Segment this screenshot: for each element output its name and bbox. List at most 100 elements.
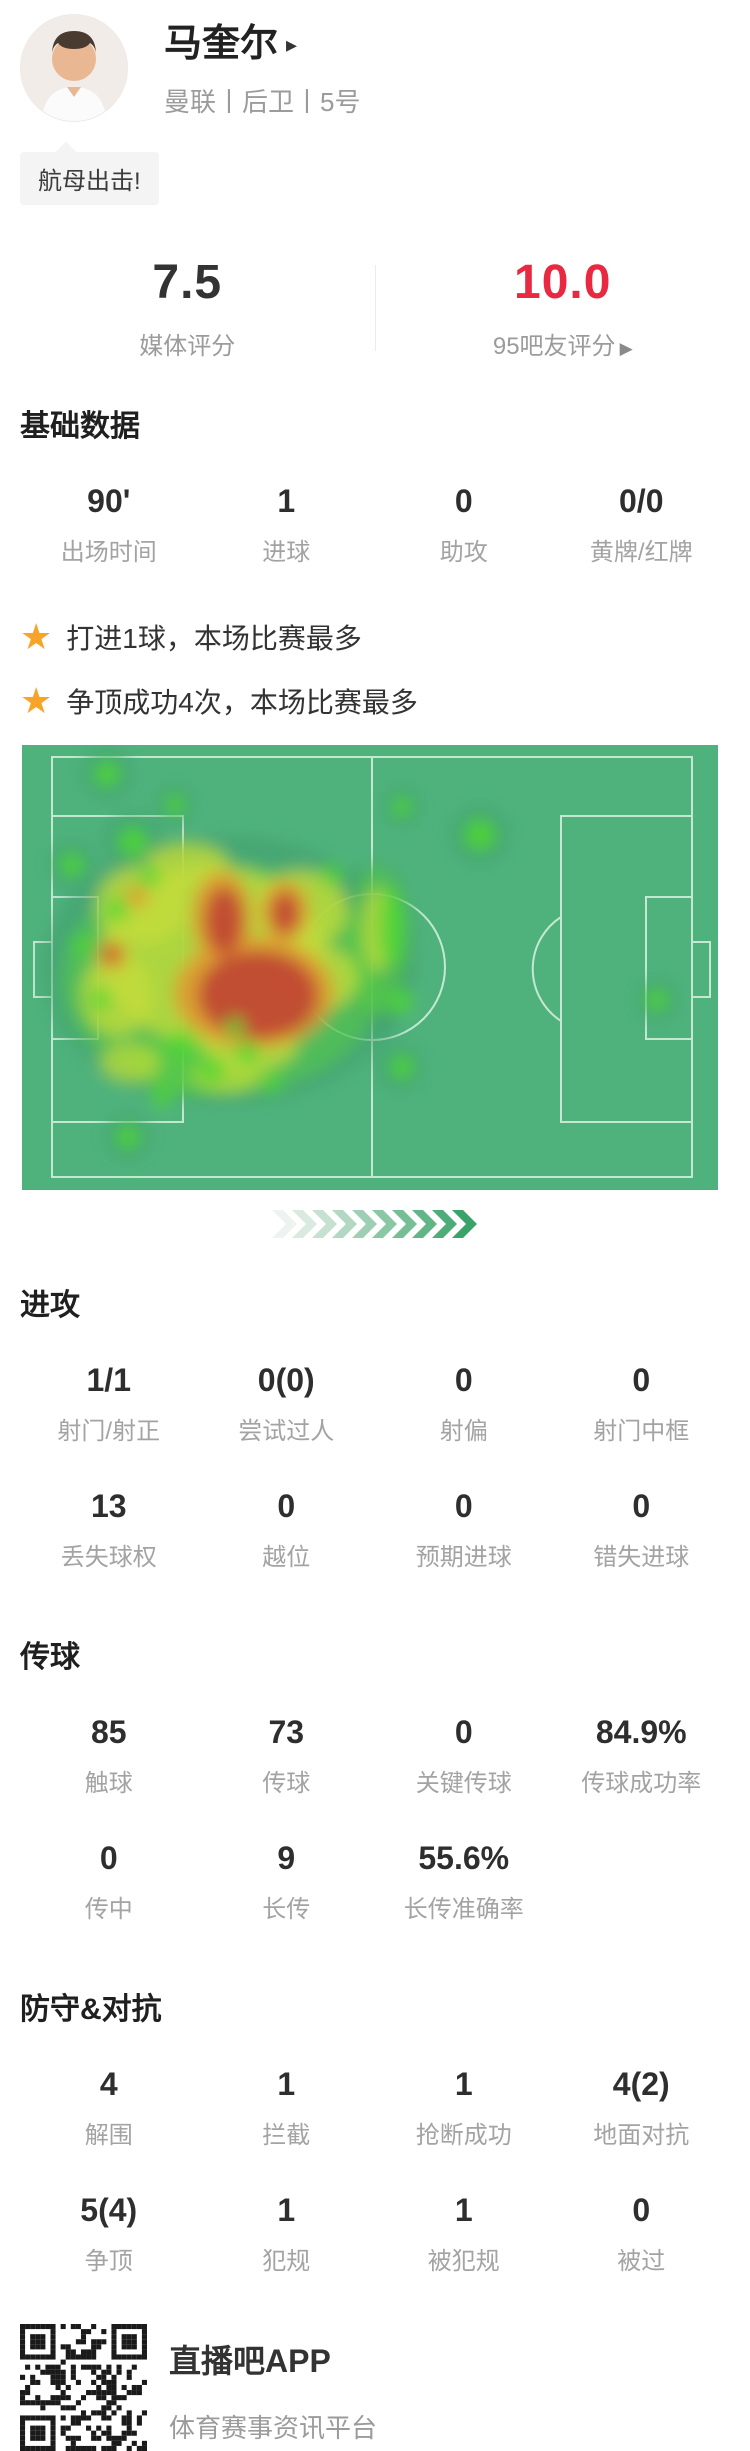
player-name: 马奎尔: [164, 24, 278, 66]
stat-value: 0: [198, 1488, 376, 1525]
stat-shots: 1/1 射门/射正: [20, 1362, 198, 1446]
media-rating: 7.5 媒体评分: [0, 255, 375, 361]
stat-value: 73: [198, 1714, 376, 1751]
stat-label: 长传: [198, 1889, 376, 1924]
stat-minutes: 90' 出场时间: [20, 483, 198, 567]
stat-label: 射门中框: [553, 1411, 731, 1446]
stat-label: 出场时间: [20, 532, 198, 567]
player-avatar: [20, 14, 128, 122]
highlight-text: 争顶成功4次，本场比赛最多: [66, 681, 418, 721]
stat-value: 1: [198, 483, 376, 520]
pitch-svg: [22, 745, 718, 1190]
stat-label: 预期进球: [375, 1537, 553, 1572]
fans-rating-label-text: 95吧友评分: [493, 333, 616, 360]
stat-long-ball-accuracy: 55.6% 长传准确率: [375, 1840, 553, 1924]
stat-value: 4: [20, 2066, 198, 2103]
app-name: 直播吧APP: [169, 2336, 377, 2382]
stat-label: 犯规: [198, 2241, 376, 2276]
star-icon: ★: [20, 619, 52, 655]
stat-value: 1: [375, 2192, 553, 2229]
stat-label: 拦截: [198, 2115, 376, 2150]
stat-value: 55.6%: [375, 1840, 553, 1877]
stat-goals: 1 进球: [198, 483, 376, 567]
stat-value: 0: [553, 1488, 731, 1525]
stat-possession-lost: 13 丢失球权: [20, 1488, 198, 1572]
stat-clearances: 4 解围: [20, 2066, 198, 2150]
player-team-position: 曼联丨后卫丨5号: [164, 82, 360, 119]
stat-xg: 0 预期进球: [375, 1488, 553, 1572]
stat-value: 0: [375, 1714, 553, 1751]
stat-value: 13: [20, 1488, 198, 1525]
stat-label: 争顶: [20, 2241, 198, 2276]
fans-rating-value: 10.0: [376, 255, 750, 310]
stat-label: 被过: [553, 2241, 731, 2276]
stat-label: 丢失球权: [20, 1537, 198, 1572]
stat-value: 0: [20, 1840, 198, 1877]
stat-value: 1/1: [20, 1362, 198, 1399]
stat-shots-off: 0 射偏: [375, 1362, 553, 1446]
stat-value: 1: [198, 2066, 376, 2103]
stat-label: 进球: [198, 532, 376, 567]
stat-aerial-duels: 5(4) 争顶: [20, 2192, 198, 2276]
stat-woodwork: 0 射门中框: [553, 1362, 731, 1446]
stat-interceptions: 1 拦截: [198, 2066, 376, 2150]
stat-value: 1: [198, 2192, 376, 2229]
stat-long-balls: 9 长传: [198, 1840, 376, 1924]
stat-label: 传中: [20, 1889, 198, 1924]
name-arrow-icon: ▸: [286, 33, 297, 57]
stat-value: 85: [20, 1714, 198, 1751]
app-tagline: 体育赛事资讯平台: [169, 2408, 377, 2445]
stat-label: 尝试过人: [198, 1411, 376, 1446]
footer: 直播吧APP 体育赛事资讯平台: [0, 2324, 750, 2451]
section-title-defense: 防守&对抗: [20, 1984, 730, 2028]
stat-ground-duels: 4(2)地面对抗: [553, 2066, 731, 2150]
highlight-row: ★ 打进1球，本场比赛最多: [0, 617, 750, 657]
stat-label: 触球: [20, 1763, 198, 1798]
stat-label: 射门/射正: [20, 1411, 198, 1446]
stat-value: 90': [20, 483, 198, 520]
stat-value: 0: [375, 483, 553, 520]
stat-value: 0: [553, 1362, 731, 1399]
heatmap-pitch: [22, 745, 718, 1190]
stat-pass-accuracy: 84.9%传球成功率: [553, 1714, 731, 1798]
stat-crosses: 0 传中: [20, 1840, 198, 1924]
stat-value: 0: [375, 1488, 553, 1525]
stat-label: 射偏: [375, 1411, 553, 1446]
player-name-link[interactable]: 马奎尔 ▸: [164, 24, 360, 66]
stat-touches: 85 触球: [20, 1714, 198, 1798]
stat-label: 长传准确率: [375, 1889, 553, 1924]
star-icon: ★: [20, 683, 52, 719]
stat-value: 0: [375, 1362, 553, 1399]
stat-cards: 0/0 黄牌/红牌: [553, 483, 731, 567]
stat-dribbles: 0(0)尝试过人: [198, 1362, 376, 1446]
stat-label: 关键传球: [375, 1763, 553, 1798]
stat-value: 4(2): [553, 2066, 731, 2103]
stat-value: 5(4): [20, 2192, 198, 2229]
ratings-row: 7.5 媒体评分 10.0 95吧友评分▶: [0, 255, 750, 361]
highlight-text: 打进1球，本场比赛最多: [66, 617, 362, 657]
highlights: ★ 打进1球，本场比赛最多 ★ 争顶成功4次，本场比赛最多: [0, 617, 750, 721]
stat-value: 9: [198, 1840, 376, 1877]
fans-rating[interactable]: 10.0 95吧友评分▶: [376, 255, 750, 361]
chevron-icon: [272, 1210, 478, 1238]
chevron-arrows: [0, 1210, 750, 1238]
stat-label: 黄牌/红牌: [553, 532, 731, 567]
stat-fouls: 1 犯规: [198, 2192, 376, 2276]
fans-rating-label: 95吧友评分▶: [376, 326, 750, 361]
stat-label: 解围: [20, 2115, 198, 2150]
stat-label: 抢断成功: [375, 2115, 553, 2150]
section-title-passing: 传球: [20, 1632, 730, 1676]
stat-key-passes: 0 关键传球: [375, 1714, 553, 1798]
media-rating-value: 7.5: [0, 255, 375, 310]
stat-value: 0/0: [553, 483, 731, 520]
stat-value: 84.9%: [553, 1714, 731, 1751]
